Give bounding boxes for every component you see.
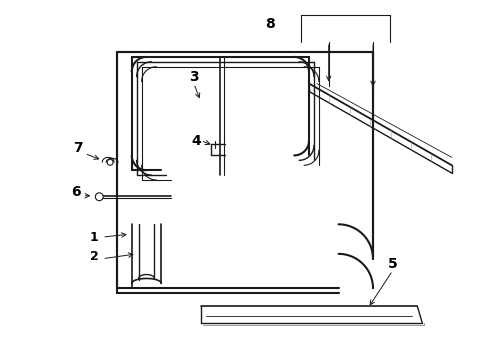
Text: 5: 5 (388, 257, 397, 271)
Text: 1: 1 (90, 231, 99, 244)
Text: 7: 7 (73, 141, 82, 156)
Text: 8: 8 (265, 17, 274, 31)
Text: 4: 4 (191, 134, 200, 148)
Text: 3: 3 (189, 69, 198, 84)
Circle shape (96, 193, 103, 201)
Text: 6: 6 (71, 185, 80, 199)
Circle shape (107, 159, 113, 165)
Text: 2: 2 (90, 250, 99, 263)
